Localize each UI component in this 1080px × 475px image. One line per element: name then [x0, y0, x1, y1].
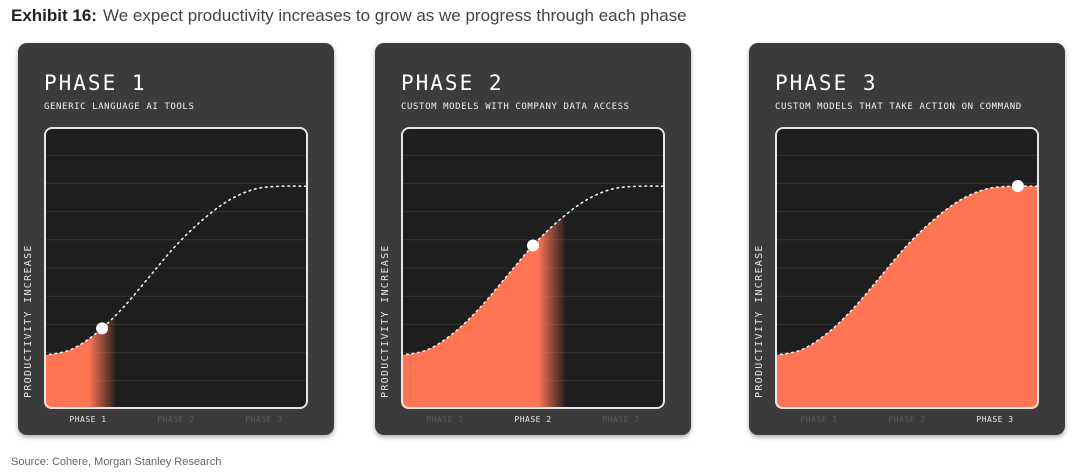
x-tick-label: PHASE 2: [514, 415, 552, 424]
exhibit-title: Exhibit 16: We expect productivity increa…: [11, 6, 687, 26]
phase-3-card: PHASE 3 CUSTOM MODELS THAT TAKE ACTION O…: [749, 43, 1065, 435]
x-tick-label: PHASE 1: [800, 415, 838, 424]
x-tick-label: PHASE 2: [888, 415, 926, 424]
y-axis-label: PRODUCTIVITY INCREASE: [754, 244, 765, 398]
x-tick-label: PHASE 3: [602, 415, 640, 424]
productivity-area: [401, 215, 565, 409]
phase-title: PHASE 1: [44, 71, 147, 95]
phase-1-card: PHASE 1 GENERIC LANGUAGE AI TOOLS PRODUC…: [18, 43, 334, 435]
plot-frame: [44, 127, 308, 409]
x-tick-label: PHASE 1: [426, 415, 464, 424]
phase-marker: [96, 322, 109, 335]
chart-svg: [775, 127, 1039, 409]
chart-svg: [44, 127, 308, 409]
plot-frame: [775, 127, 1039, 409]
x-axis-ticks: PHASE 1 PHASE 2 PHASE 3: [775, 415, 1039, 429]
phase-title: PHASE 3: [775, 71, 878, 95]
phase-subtitle: CUSTOM MODELS WITH COMPANY DATA ACCESS: [401, 102, 630, 112]
y-axis-label: PRODUCTIVITY INCREASE: [380, 244, 391, 398]
chart-plot: [775, 127, 1039, 409]
exhibit-title-text: We expect productivity increases to grow…: [102, 6, 687, 25]
x-tick-label: PHASE 3: [245, 415, 283, 424]
x-tick-label: PHASE 3: [976, 415, 1014, 424]
productivity-area: [775, 186, 1039, 409]
phase-2-card: PHASE 2 CUSTOM MODELS WITH COMPANY DATA …: [375, 43, 691, 435]
chart-svg: [401, 127, 665, 409]
phase-marker: [527, 239, 539, 252]
phase-subtitle: CUSTOM MODELS THAT TAKE ACTION ON COMMAN…: [775, 102, 1022, 112]
plot-frame: [401, 127, 665, 409]
chart-plot: [401, 127, 665, 409]
y-axis-label: PRODUCTIVITY INCREASE: [23, 244, 34, 398]
phase-subtitle: GENERIC LANGUAGE AI TOOLS: [44, 102, 195, 112]
x-axis-ticks: PHASE 1 PHASE 2 PHASE 3: [401, 415, 665, 429]
chart-plot: [44, 127, 308, 409]
phase-marker: [1011, 180, 1024, 193]
phase-title: PHASE 2: [401, 71, 504, 95]
x-tick-label: PHASE 1: [69, 415, 107, 424]
exhibit-label: Exhibit 16:: [11, 6, 97, 25]
productivity-area: [44, 315, 116, 409]
source-note: Source: Cohere, Morgan Stanley Research: [11, 456, 222, 468]
x-axis-ticks: PHASE 1 PHASE 2 PHASE 3: [44, 415, 308, 429]
x-tick-label: PHASE 2: [157, 415, 195, 424]
